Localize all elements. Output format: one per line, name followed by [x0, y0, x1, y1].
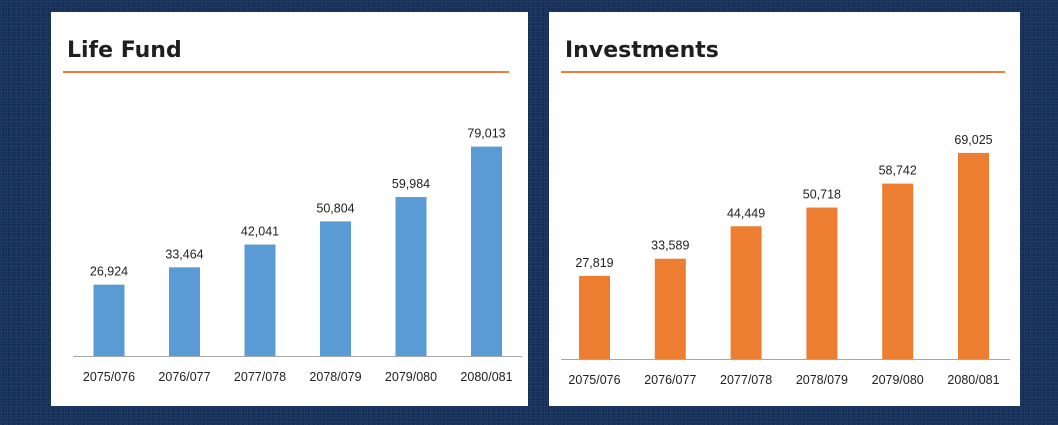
- bar: [169, 267, 200, 356]
- bar: [579, 275, 610, 359]
- bar: [958, 152, 989, 359]
- life-fund-panel: Life Fund 26,924 2075/076 33,464 2076/077 42…: [51, 12, 528, 406]
- data-label: 42,041: [241, 225, 279, 239]
- x-tick-label: 2079/080: [385, 370, 437, 384]
- x-tick-label: 2077/078: [720, 373, 772, 387]
- x-tick-label: 2075/076: [83, 370, 135, 384]
- x-tick-label: 2078/079: [309, 370, 361, 384]
- x-tick-label: 2078/079: [796, 373, 848, 387]
- investments-bar-chart: 27,819 2075/076 33,589 2076/077 44,449 2077/0…: [561, 133, 1010, 387]
- x-tick-label: 2075/076: [568, 373, 620, 387]
- bar: [471, 146, 502, 356]
- bar: [882, 183, 914, 359]
- data-label: 27,819: [575, 256, 613, 270]
- title-underline: [63, 71, 509, 73]
- x-tick-label: 2076/077: [158, 370, 210, 384]
- x-tick-label: 2079/080: [872, 373, 924, 387]
- x-tick-label: 2076/077: [644, 373, 696, 387]
- data-label: 58,742: [879, 164, 917, 178]
- investments-panel: Investments 27,819 2075/076 33,589 2076/077…: [549, 12, 1020, 406]
- data-label: 50,718: [803, 188, 841, 202]
- bar: [320, 221, 351, 356]
- bar: [244, 244, 276, 356]
- data-label: 69,025: [954, 133, 992, 147]
- data-label: 79,013: [467, 127, 505, 141]
- bar: [730, 226, 762, 359]
- x-tick-label: 2080/081: [947, 373, 999, 387]
- data-label: 59,984: [392, 177, 430, 191]
- data-label: 33,464: [165, 247, 203, 261]
- bar: [654, 258, 686, 359]
- data-label: 26,924: [90, 265, 128, 279]
- bar: [395, 197, 427, 356]
- bar: [93, 284, 125, 356]
- life-fund-bar-chart: 26,924 2075/076 33,464 2076/077 42,041 2077/0…: [73, 127, 522, 384]
- x-tick-label: 2077/078: [234, 370, 286, 384]
- data-label: 50,804: [316, 201, 354, 215]
- chart-title: Investments: [565, 38, 719, 63]
- x-tick-label: 2080/081: [460, 370, 512, 384]
- data-label: 44,449: [727, 206, 765, 220]
- title-underline: [561, 71, 1005, 73]
- bar: [806, 207, 838, 359]
- data-label: 33,589: [651, 239, 689, 253]
- chart-title: Life Fund: [67, 38, 182, 63]
